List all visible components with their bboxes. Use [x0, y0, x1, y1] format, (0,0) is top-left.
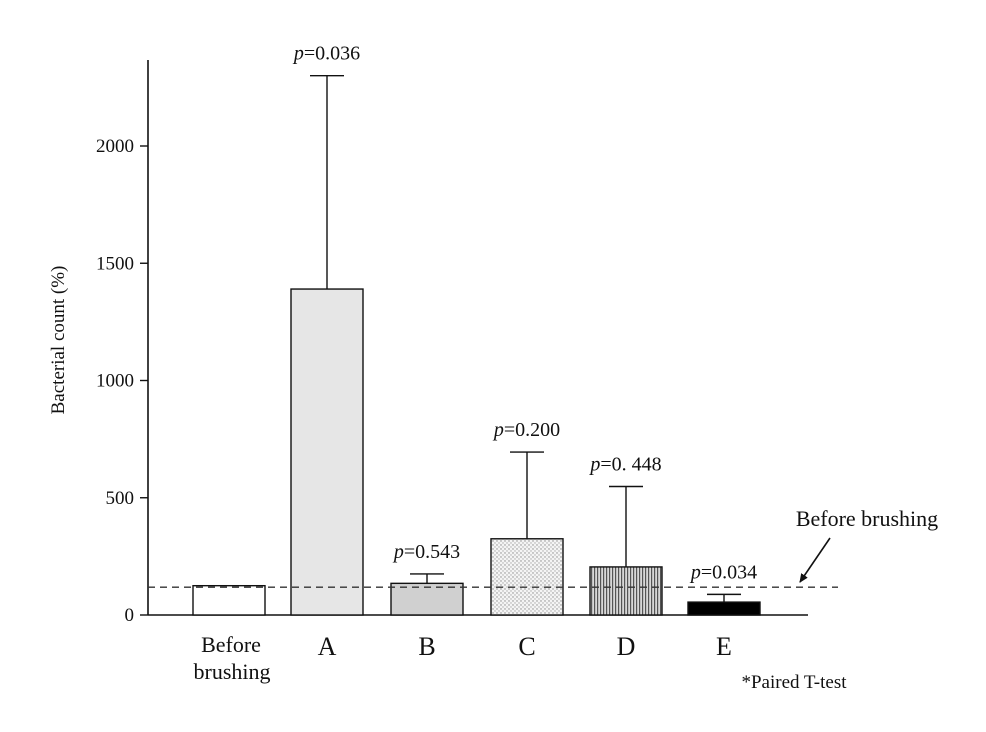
category-label: Before — [201, 632, 261, 657]
y-tick-label: 2000 — [96, 136, 134, 157]
p-value-label: p=0.034 — [689, 561, 757, 583]
footnote-paired-t-test: *Paired T-test — [741, 672, 847, 693]
reference-line-label: Before brushing — [796, 506, 938, 531]
p-value-label: p=0. 448 — [588, 453, 661, 475]
bar-0 — [192, 584, 266, 616]
y-tick-label: 1000 — [96, 371, 134, 392]
bar-1 — [290, 288, 364, 616]
category-label: D — [617, 632, 636, 661]
category-label: A — [318, 632, 337, 661]
bars-group — [192, 288, 761, 616]
bar-5 — [687, 601, 761, 616]
y-tick-label: 0 — [125, 605, 135, 626]
p-value-label: p=0.200 — [492, 419, 560, 441]
p-value-label: p=0.543 — [392, 541, 460, 563]
category-label: B — [418, 632, 435, 661]
category-label: E — [716, 632, 732, 661]
category-label: C — [518, 632, 535, 661]
category-label: brushing — [194, 659, 271, 684]
bar-4 — [589, 566, 663, 616]
bar-2 — [390, 582, 464, 616]
bar-3 — [490, 538, 564, 616]
y-tick-label: 1500 — [96, 253, 134, 274]
p-values-group: p=0.036 p=0.543 p=0.200 p=0. 448 p=0.034 — [292, 43, 757, 584]
reference-line-arrow — [799, 537, 831, 583]
p-value-label: p=0.036 — [292, 43, 360, 65]
error-bars-group — [310, 74, 741, 603]
y-axis-label: Bacterial count (%) — [48, 266, 69, 415]
y-tick-label: 500 — [106, 488, 135, 509]
